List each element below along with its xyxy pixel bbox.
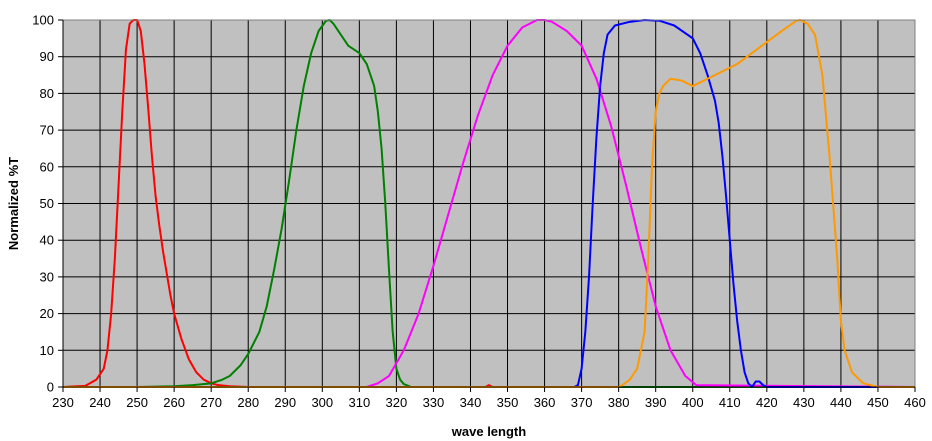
x-tick-label: 260 — [163, 395, 185, 410]
x-tick-label: 280 — [237, 395, 259, 410]
y-tick-label: 100 — [32, 13, 54, 28]
x-tick-label: 340 — [460, 395, 482, 410]
x-tick-label: 320 — [386, 395, 408, 410]
x-tick-label: 460 — [904, 395, 926, 410]
y-tick-label: 50 — [40, 196, 54, 211]
x-tick-label: 450 — [867, 395, 889, 410]
x-tick-label: 440 — [830, 395, 852, 410]
x-tick-label: 370 — [571, 395, 593, 410]
x-tick-label: 390 — [645, 395, 667, 410]
y-tick-label: 40 — [40, 233, 54, 248]
y-tick-label: 90 — [40, 49, 54, 64]
y-tick-label: 60 — [40, 159, 54, 174]
x-tick-label: 410 — [719, 395, 741, 410]
x-tick-label: 290 — [274, 395, 296, 410]
x-tick-label: 380 — [608, 395, 630, 410]
y-tick-label: 0 — [47, 380, 54, 395]
x-axis-title: wave length — [451, 424, 526, 439]
x-tick-label: 300 — [311, 395, 333, 410]
y-tick-label: 20 — [40, 306, 54, 321]
series-line-5 — [63, 19, 915, 388]
series-line-1 — [62, 19, 915, 388]
y-tick-label: 30 — [40, 269, 54, 284]
x-tick-label: 430 — [793, 395, 815, 410]
x-tick-labels: 230 240 250 260 270 280 290 300 310 320 330 340 350 3… — [52, 395, 926, 410]
x-tick-label: 250 — [126, 395, 148, 410]
y-tick-label: 80 — [40, 86, 54, 101]
y-axis-title: Normalized %T — [6, 157, 21, 250]
y-tick-label: 70 — [40, 123, 54, 138]
y-tick-labels: 0 10 20 30 40 50 60 70 80 90 100 — [32, 13, 54, 395]
x-tick-label: 420 — [756, 395, 778, 410]
x-tick-label: 400 — [682, 395, 704, 410]
x-tick-label: 310 — [348, 395, 370, 410]
x-tick-label: 230 — [52, 395, 74, 410]
x-tick-label: 350 — [497, 395, 519, 410]
x-tick-label: 240 — [89, 395, 111, 410]
axes — [58, 19, 916, 392]
y-tick-label: 10 — [40, 343, 54, 358]
x-tick-label: 270 — [200, 395, 222, 410]
x-tick-label: 360 — [534, 395, 556, 410]
series-line-4 — [63, 19, 915, 388]
x-tick-label: 330 — [423, 395, 445, 410]
